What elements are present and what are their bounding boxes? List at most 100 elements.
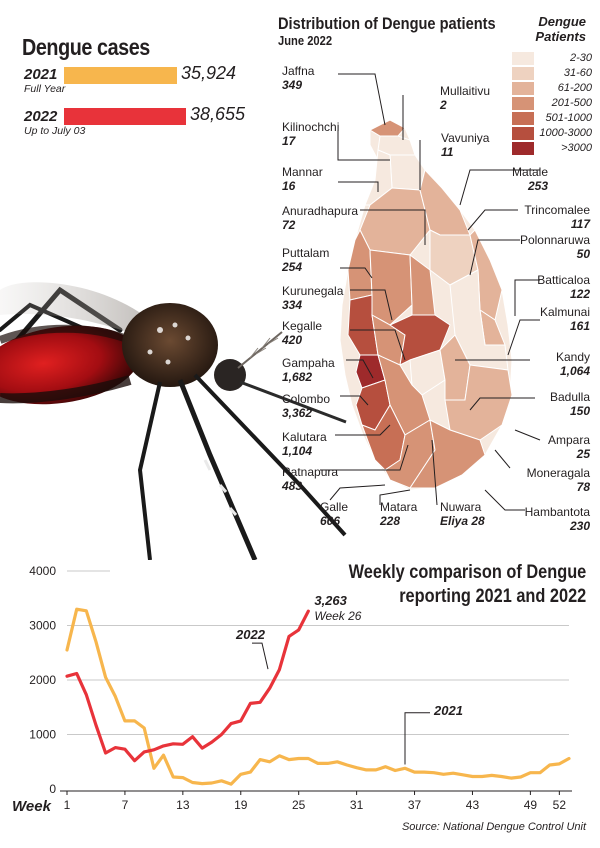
district-label-polonnaruwa: Polonnaruwa 50 xyxy=(520,233,590,261)
series-line-2022 xyxy=(65,609,310,763)
district-label-matara: Matara 228 xyxy=(380,500,417,528)
district-value: 420 xyxy=(282,333,303,347)
district-name: Kalutara xyxy=(282,430,327,444)
y-tick-label: 1000 xyxy=(29,728,56,742)
legend-item: 201-500 xyxy=(512,97,592,111)
annotation-peak-value: 3,263 xyxy=(314,593,347,608)
map-leader-lines xyxy=(320,73,541,511)
district-label-gampaha: Gampaha 1,682 xyxy=(282,356,335,384)
sri-lanka-map xyxy=(339,119,513,491)
district-value: 230 xyxy=(569,519,590,533)
district-label-kalutara: Kalutara 1,104 xyxy=(282,430,327,458)
district-value: 606 xyxy=(320,514,341,528)
legend-swatch xyxy=(512,112,534,125)
district-name: Jaffna xyxy=(282,64,315,78)
legend-label: 61-200 xyxy=(557,82,592,94)
year-2021-sub: Full Year xyxy=(24,83,66,95)
district-label-badulla: Badulla 150 xyxy=(550,390,590,418)
district-name: Matara xyxy=(380,500,418,514)
district-value: 228 xyxy=(380,514,401,528)
annotation-2021-leader xyxy=(404,712,430,765)
x-tick-label: 49 xyxy=(524,798,538,812)
district-label-vavuniya: Vavuniya 11 xyxy=(441,131,489,159)
x-tick-label: 7 xyxy=(122,798,129,812)
legend-item: 31-60 xyxy=(512,67,592,81)
y-axis-ticks: 0 1000 2000 3000 4000 xyxy=(29,564,56,796)
map-subtitle: June 2022 xyxy=(278,33,333,48)
district-name: Galle xyxy=(320,500,349,514)
legend-label: 1000-3000 xyxy=(539,127,592,139)
legend-item: >3000 xyxy=(512,142,592,156)
x-tick-label: 19 xyxy=(234,798,248,812)
x-axis-ticks: Week 1 7 13 19 25 31 37 43 49 52 xyxy=(12,791,566,815)
district-value: 2 xyxy=(440,98,447,112)
series-line-2021 xyxy=(65,607,571,786)
legend-item: 501-1000 xyxy=(512,112,592,126)
value-2021: 35,924 xyxy=(181,63,237,83)
district-label-trincomalee: Trincomalee 117 xyxy=(524,203,590,231)
district-name-cont: Eliya xyxy=(440,514,472,528)
district-value: 3,362 xyxy=(282,406,313,420)
district-name: Trincomalee xyxy=(524,203,590,217)
district-name: Nuwara xyxy=(440,500,482,514)
district-name: Kalmunai xyxy=(539,305,590,319)
district-name: Puttalam xyxy=(282,246,330,260)
district-value: 254 xyxy=(282,260,303,274)
district-value-num: 28 xyxy=(471,514,485,528)
district-name: Gampaha xyxy=(282,356,335,370)
district-label-ampara: Ampara 25 xyxy=(548,433,590,461)
district-value: 349 xyxy=(282,78,303,92)
legend-swatch xyxy=(512,67,534,80)
district-name: Ampara xyxy=(547,433,590,447)
district-name: Kandy xyxy=(555,350,590,364)
chart-lines xyxy=(65,607,571,786)
district-label-nuwara-eliya: Nuwara Eliya 28 xyxy=(440,500,485,528)
legend-item: 1000-3000 xyxy=(512,127,592,141)
district-value: Eliya 28 xyxy=(440,514,485,528)
legend-item: 61-200 xyxy=(512,82,592,96)
district-value: 11 xyxy=(441,145,454,159)
legend-label: 501-1000 xyxy=(545,112,593,124)
district-label-galle: Galle 606 xyxy=(320,500,348,528)
district-label-matale: Matale 253 xyxy=(512,165,548,193)
y-tick-label: 2000 xyxy=(29,673,56,687)
year-2022-label: 2022 xyxy=(24,108,58,125)
mosquito-illustration xyxy=(0,282,347,560)
legend-label: 2-30 xyxy=(569,52,592,64)
legend-label: 31-60 xyxy=(563,67,592,79)
legend-title-line2: Patients xyxy=(535,29,586,44)
district-name: Anuradhapura xyxy=(282,204,359,218)
district-label-anuradhapura: Anuradhapura 72 xyxy=(282,204,358,232)
chart-title-line1: Weekly comparison of Dengue xyxy=(348,562,586,583)
district-name: Badulla xyxy=(549,390,590,404)
chart-grid xyxy=(60,570,572,792)
district-value: 1,064 xyxy=(559,364,590,378)
legend-title: Dengue Patients xyxy=(535,14,586,44)
y-tick-label: 4000 xyxy=(29,564,56,578)
district-value: 17 xyxy=(282,134,296,148)
district-name: Mannar xyxy=(282,165,323,179)
district-value: 25 xyxy=(576,447,590,461)
district-label-jaffna: Jaffna 349 xyxy=(282,64,314,92)
district-label-kurunegala: Kurunegala 334 xyxy=(282,284,343,312)
y-tick-label: 3000 xyxy=(29,619,56,633)
map-title: Distribution of Dengue patients xyxy=(278,14,496,33)
x-tick-label: 13 xyxy=(176,798,190,812)
x-tick-label: 31 xyxy=(350,798,364,812)
district-name: Kilinochchi xyxy=(282,120,340,134)
annotation-peak-week: Week 26 xyxy=(314,609,361,623)
weekly-line-chart: 0 1000 2000 3000 4000 Week 1 7 13 19 25 31 37 43 49 52… xyxy=(12,564,572,815)
district-value: 50 xyxy=(576,247,590,261)
district-value: 122 xyxy=(569,287,590,301)
district-value: 161 xyxy=(569,319,590,333)
district-label-mannar: Mannar 16 xyxy=(282,165,323,193)
district-name: Vavuniya xyxy=(441,131,490,145)
district-value: 253 xyxy=(527,179,548,193)
x-tick-label: 43 xyxy=(466,798,480,812)
value-2022: 38,655 xyxy=(190,104,246,124)
x-axis-title: Week xyxy=(12,798,52,815)
district-name: Mullaitivu xyxy=(440,84,491,98)
source-note: Source: National Dengue Control Unit xyxy=(401,821,586,833)
